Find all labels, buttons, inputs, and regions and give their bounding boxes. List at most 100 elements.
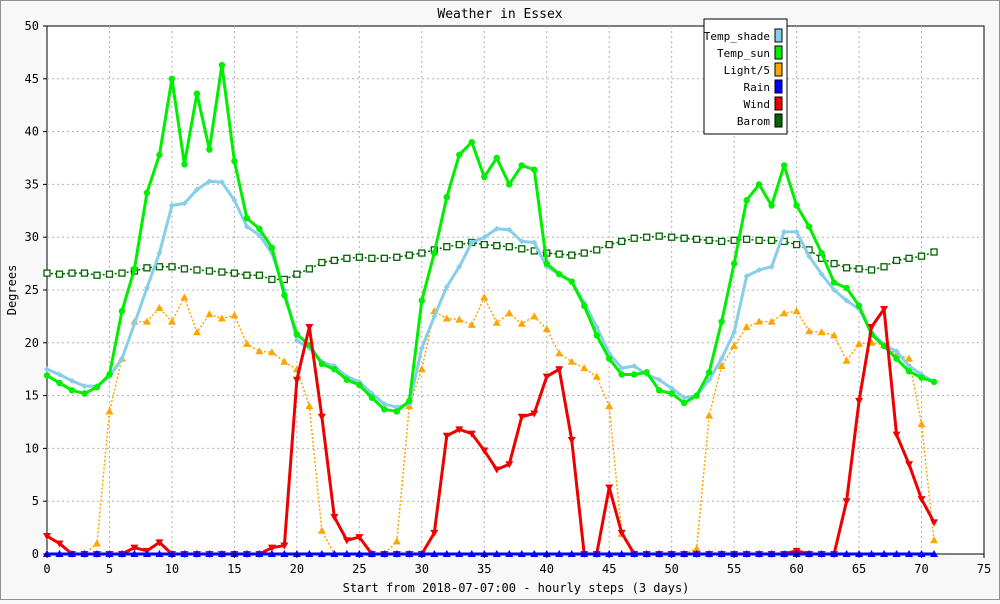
- data-point: [917, 420, 926, 428]
- data-point: [155, 539, 164, 547]
- data-point: [930, 536, 939, 544]
- data-point: [518, 245, 526, 253]
- x-tick-label: 70: [914, 562, 928, 576]
- data-point: [467, 320, 476, 328]
- data-point: [842, 264, 851, 272]
- data-point: [230, 269, 239, 277]
- data-point: [142, 550, 151, 557]
- data-point: [606, 355, 613, 362]
- data-point: [317, 413, 326, 421]
- legend-label: Temp_shade: [704, 30, 770, 43]
- data-point: [617, 529, 626, 537]
- x-tick-label: 35: [477, 562, 491, 576]
- data-point: [655, 387, 663, 394]
- data-point: [480, 550, 489, 557]
- data-point: [205, 267, 214, 275]
- data-point: [630, 371, 638, 378]
- data-point: [268, 275, 276, 284]
- data-point: [318, 360, 326, 368]
- data-point: [155, 550, 164, 557]
- data-point: [193, 90, 201, 97]
- data-point: [743, 197, 750, 204]
- data-point: [481, 234, 488, 241]
- data-point: [68, 269, 76, 277]
- data-point: [231, 157, 238, 165]
- data-point: [92, 550, 101, 557]
- y-tick-label: 30: [25, 230, 39, 244]
- data-point: [418, 345, 425, 352]
- data-point: [506, 181, 513, 188]
- data-point: [867, 266, 876, 274]
- data-point: [205, 550, 214, 557]
- y-tick-label: 40: [25, 125, 39, 139]
- data-point: [217, 314, 226, 322]
- data-point: [467, 550, 476, 557]
- data-point: [505, 550, 514, 557]
- data-point: [480, 293, 489, 301]
- x-tick-label: 20: [290, 562, 304, 576]
- data-point: [830, 331, 839, 339]
- data-point: [480, 240, 488, 249]
- data-point: [417, 550, 426, 557]
- data-point: [892, 256, 901, 265]
- series-temp-sun: [43, 61, 938, 415]
- data-point: [892, 431, 901, 439]
- data-point: [355, 534, 364, 542]
- data-point: [143, 189, 151, 197]
- data-point: [730, 550, 739, 557]
- data-point: [618, 237, 626, 246]
- data-point: [180, 293, 189, 301]
- data-point: [617, 550, 626, 557]
- data-point: [293, 331, 301, 338]
- data-point: [742, 235, 751, 243]
- data-point: [630, 550, 639, 557]
- y-tick-label: 5: [32, 494, 39, 508]
- data-point: [431, 249, 438, 257]
- data-point: [317, 526, 326, 534]
- data-point: [767, 236, 776, 245]
- data-point: [442, 550, 451, 557]
- data-point: [531, 239, 538, 246]
- data-point: [80, 550, 89, 557]
- data-point: [493, 154, 500, 162]
- data-point: [443, 243, 451, 251]
- series-group: [43, 61, 939, 558]
- data-point: [642, 550, 651, 557]
- data-point: [56, 371, 63, 378]
- data-point: [593, 246, 601, 254]
- data-point: [680, 550, 689, 557]
- data-point: [555, 550, 564, 557]
- data-point: [792, 307, 801, 315]
- data-point: [117, 550, 126, 557]
- x-tick-label: 45: [602, 562, 616, 576]
- data-point: [143, 264, 151, 272]
- data-point: [580, 364, 589, 372]
- data-point: [555, 366, 564, 374]
- data-point: [567, 357, 576, 365]
- data-point: [131, 320, 138, 327]
- data-point: [355, 253, 363, 261]
- data-point: [705, 369, 713, 376]
- data-point: [693, 392, 700, 399]
- data-point: [755, 550, 764, 557]
- data-point: [880, 263, 888, 271]
- data-point: [267, 544, 276, 552]
- data-point: [756, 266, 763, 273]
- data-point: [492, 466, 501, 474]
- data-point: [818, 249, 825, 257]
- data-point: [318, 258, 326, 267]
- data-point: [155, 263, 164, 271]
- data-point: [743, 273, 750, 280]
- data-point: [68, 377, 75, 384]
- data-point: [442, 432, 451, 440]
- data-point: [280, 357, 289, 365]
- series-barom: [43, 232, 938, 284]
- data-point: [455, 315, 464, 323]
- data-point: [930, 519, 939, 527]
- legend-label: Wind: [744, 98, 771, 111]
- data-point: [793, 228, 800, 235]
- legend-swatch: [774, 113, 783, 128]
- data-point: [317, 550, 326, 557]
- data-point: [542, 550, 551, 557]
- data-point: [567, 436, 576, 444]
